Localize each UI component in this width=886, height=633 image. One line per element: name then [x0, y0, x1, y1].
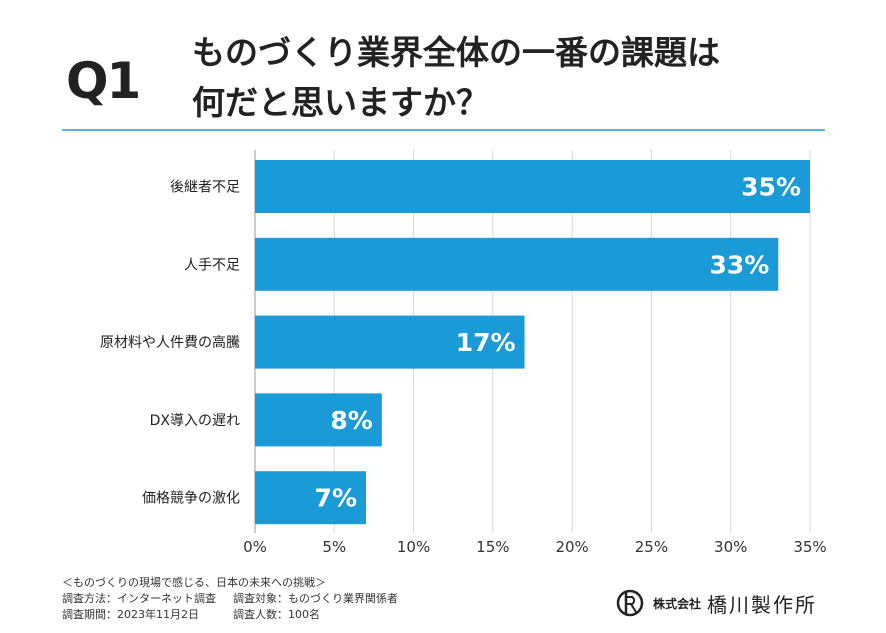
x-tick-label: 10%: [397, 538, 430, 556]
bar: [255, 315, 525, 369]
question-number: Q1: [66, 52, 141, 110]
survey-title: ＜ものづくりの現場で感じる、日本の未来への挑戦＞: [62, 576, 326, 589]
company-prefix: 株式会社: [653, 596, 702, 611]
bar: [255, 393, 382, 447]
survey-period: 調査期間：2023年11月2日: [62, 608, 199, 621]
logo-mark-icon: [616, 589, 644, 617]
x-tick-label: 0%: [243, 538, 267, 556]
x-tick-label: 20%: [555, 538, 588, 556]
x-tick-label: 35%: [793, 538, 826, 556]
x-tick-label: 30%: [714, 538, 747, 556]
company-logo: 株式会社 橋川製作所: [615, 588, 817, 618]
category-label: 価格競争の激化: [142, 490, 240, 507]
survey-target: 調査対象：ものづくり業界関係者: [233, 592, 398, 605]
survey-count: 調査人数：100名: [233, 608, 320, 621]
category-label: 後継者不足: [170, 180, 240, 196]
bar: [255, 160, 810, 213]
x-tick-label: 5%: [322, 538, 346, 556]
data-label: 35%: [741, 173, 801, 202]
category-label: 人手不足: [184, 257, 240, 273]
data-label: 8%: [330, 406, 372, 435]
x-tick-label: 15%: [476, 538, 509, 556]
company-name: 橋川製作所: [707, 592, 818, 617]
title-line-2: 何だと思いますか？: [192, 83, 489, 122]
category-label: 原材料や人件費の高騰: [100, 334, 240, 351]
question-title: ものづくり業界全体の一番の課題は 何だと思いますか？: [192, 28, 720, 128]
survey-method: 調査方法：インターネット調査: [62, 592, 216, 605]
title-divider: [62, 129, 825, 131]
category-label: DX導入の遅れ: [150, 413, 240, 429]
bar: [255, 237, 779, 291]
title-line-1: ものづくり業界全体の一番の課題は: [192, 33, 720, 72]
data-label: 33%: [709, 250, 769, 279]
bar: [255, 471, 366, 525]
data-label: 17%: [456, 328, 516, 357]
x-tick-label: 25%: [635, 538, 668, 556]
data-label: 7%: [315, 484, 357, 513]
